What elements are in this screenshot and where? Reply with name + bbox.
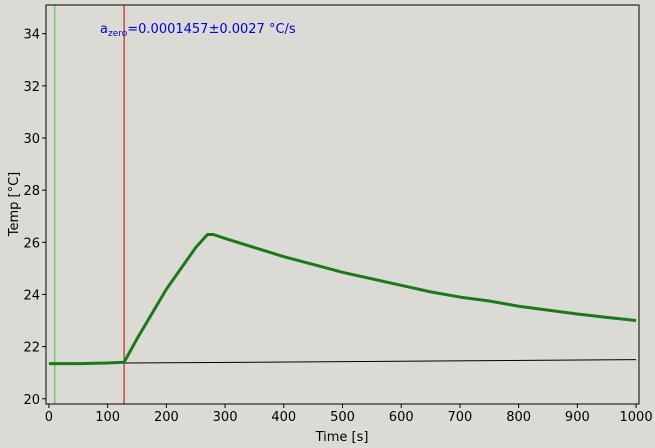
y-tick-label: 28 [23,184,40,199]
x-tick-label: 400 [271,410,296,425]
x-tick-label: 100 [95,410,120,425]
y-tick-label: 26 [23,236,40,251]
x-tick-label: 1000 [620,410,653,425]
annotation: azero=0.0001457±0.0027 °C/s [100,22,296,39]
x-tick-label: 300 [213,410,238,425]
x-tick-label: 500 [330,410,355,425]
plot-frame [45,4,640,405]
data-line [48,232,637,366]
annotation-text: =0.0001457±0.0027 °C/s [127,22,296,37]
y-axis-label: Temp [°C] [7,172,22,238]
x-tick-label: 800 [506,410,531,425]
y-tick-label: 24 [23,288,40,303]
x-tick-label: 600 [389,410,414,425]
data-line [48,359,637,365]
x-tick-label: 200 [154,410,179,425]
y-tick-label: 30 [23,132,40,147]
y-tick-label: 22 [23,341,40,356]
annotation-sub: zero [108,29,128,39]
y-tick-label: 34 [23,28,40,43]
y-tick-label: 20 [23,393,40,408]
y-tick-label: 32 [23,80,40,95]
x-tick-label: 900 [565,410,590,425]
x-tick-label: 0 [45,410,53,425]
annotation-base: a [100,22,108,37]
x-axis-label: Time [s] [315,430,369,445]
x-tick-label: 700 [448,410,473,425]
